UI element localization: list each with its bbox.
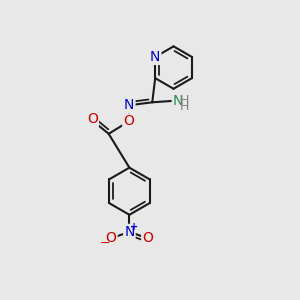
Text: +: + — [130, 222, 138, 232]
Text: O: O — [87, 112, 98, 126]
Text: O: O — [142, 231, 153, 245]
Text: O: O — [106, 231, 117, 245]
Text: H: H — [180, 94, 189, 107]
Text: N: N — [150, 50, 160, 64]
Text: N: N — [173, 94, 183, 108]
Text: N: N — [124, 225, 135, 239]
Text: O: O — [123, 114, 134, 128]
Text: H: H — [180, 100, 189, 112]
Text: N: N — [124, 98, 134, 112]
Text: −: − — [99, 237, 110, 250]
